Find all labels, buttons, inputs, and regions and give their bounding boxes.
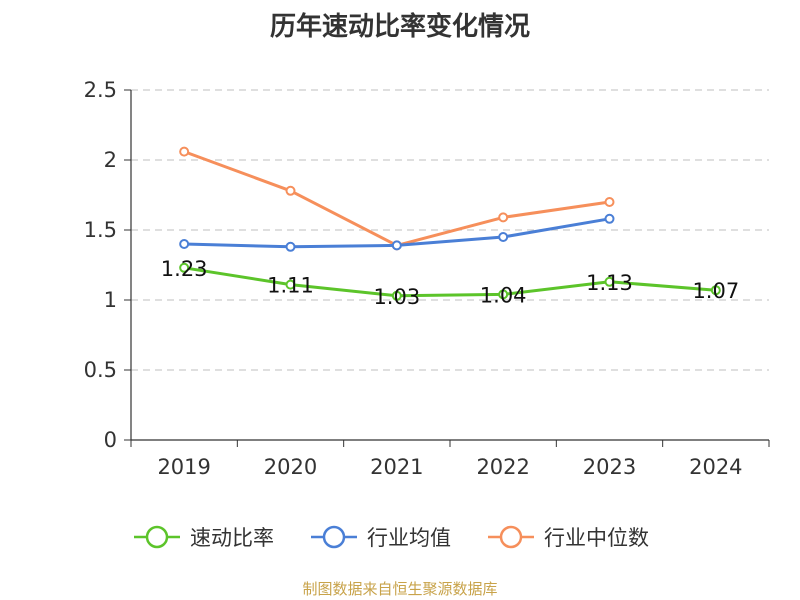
series-line [182,266,718,298]
x-tick-label: 2020 [264,455,317,479]
legend[interactable]: 速动比率 行业均值 行业中位数 [134,525,649,550]
x-tick-label: 2021 [370,455,423,479]
x-tick-label: 2024 [689,455,742,479]
y-tick-label: 1.5 [84,218,117,242]
data-point [285,241,296,252]
data-point [604,197,615,207]
data-label: 1.04 [480,283,527,307]
legend-item[interactable]: 行业中位数 [488,525,649,550]
legend-label: 行业中位数 [544,526,649,550]
data-point [498,232,509,242]
data-point [391,240,402,251]
x-tick-label: 2023 [583,455,636,479]
y-tick-label: 2 [104,148,117,172]
data-label: 1.13 [586,271,633,295]
legend-item[interactable]: 行业均值 [311,525,451,550]
legend-item[interactable]: 速动比率 [134,525,274,550]
data-label: 1.07 [692,279,739,303]
data-point [604,276,615,287]
data-label: 1.23 [161,257,208,281]
data-labels: 1.23 1.11 1.03 1.04 1.13 1.07 [161,257,739,309]
legend-label: 速动比率 [190,526,274,550]
data-point [179,262,190,273]
data-point [604,213,615,224]
data-label: 1.03 [373,285,420,309]
legend-marker [499,525,523,549]
data-point [498,212,509,223]
y-tick-label: 0 [104,428,117,452]
data-label: 1.11 [267,274,314,298]
y-tick-label: 1 [104,288,117,312]
x-tick-label: 2019 [157,455,210,479]
data-point [179,146,190,157]
legend-label: 行业均值 [367,526,451,550]
x-tick-label: 2022 [476,455,529,479]
legend-marker [145,525,169,549]
data-point [285,185,296,196]
data-point [710,285,721,296]
data-point [391,290,402,301]
chart-title: 历年速动比率变化情况 [269,12,530,42]
data-point [498,289,509,300]
y-tick-label: 2.5 [84,78,117,102]
axes: 0 0.5 1 1.5 2 2.5 2019 2020 2021 2022 2023 2024 [84,78,770,479]
legend-marker [322,525,346,549]
data-point [285,279,296,290]
series-lines [179,146,721,301]
data-point [179,239,190,249]
y-tick-label: 0.5 [84,358,117,382]
series-line [182,150,611,247]
source-note: 制图数据来自恒生聚源数据库 [302,580,498,598]
